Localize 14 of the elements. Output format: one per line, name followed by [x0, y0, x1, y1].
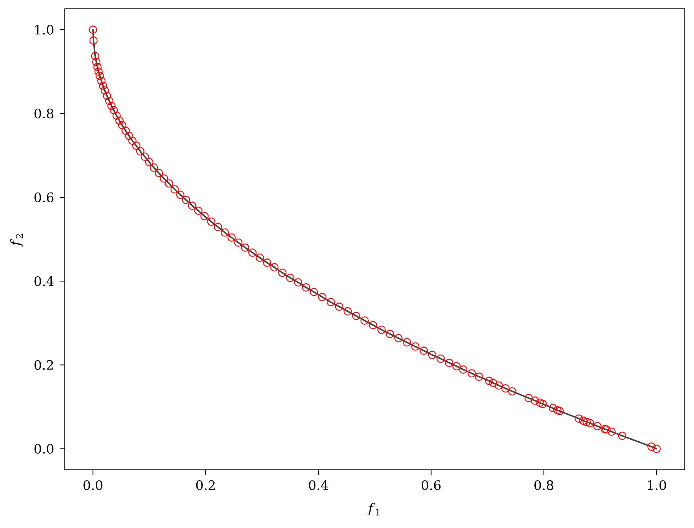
x-tick-label: 0.6 — [422, 480, 441, 490]
x-tick-label: 0.2 — [196, 480, 215, 490]
y-axis-title: f$_{2}$ — [10, 234, 24, 247]
y-tick-label: 0.6 — [34, 192, 54, 202]
y-tick-label: 1.0 — [35, 25, 54, 35]
x-tick-label: 0.4 — [309, 480, 328, 490]
x-tick-label: 0.0 — [84, 480, 103, 490]
x-axis-title: f$_{1}$ — [368, 503, 380, 516]
y-tick-label: 0.0 — [34, 444, 54, 454]
y-tick-label: 0.2 — [34, 360, 54, 370]
x-tick-label: 1.0 — [648, 480, 666, 490]
y-tick-label: 0.8 — [34, 108, 54, 119]
x-tick-label: 0.8 — [534, 480, 554, 490]
y-tick-label: 0.4 — [34, 276, 54, 286]
